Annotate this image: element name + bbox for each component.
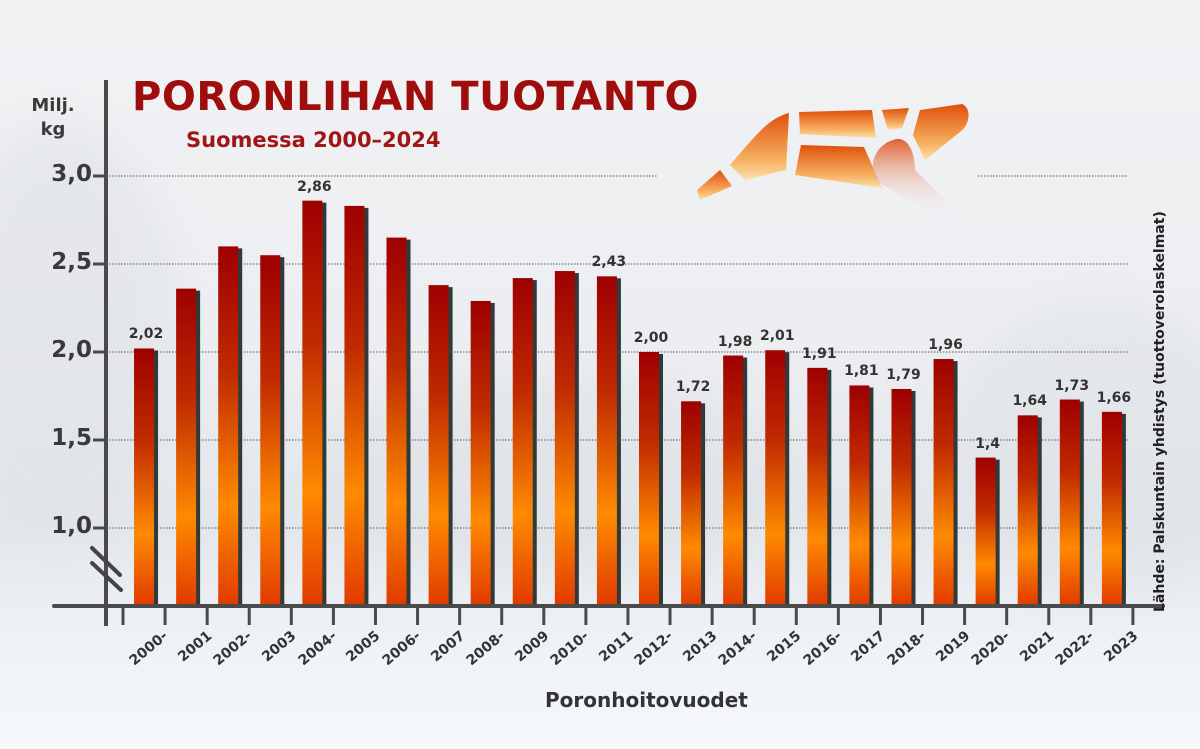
- background-shape: [300, 380, 800, 580]
- chart-subtitle: Suomessa 2000–2024: [186, 128, 441, 152]
- bar-2002-2003: [218, 246, 239, 606]
- bar-2003-2004: [260, 255, 281, 606]
- bar-2012-2013: [639, 352, 659, 606]
- bar-value-label: 1,66: [1096, 389, 1132, 406]
- bar-value-label: 1,96: [928, 337, 963, 354]
- bar-value-label: 1,81: [844, 363, 879, 380]
- bars: [134, 200, 1126, 607]
- bar-value-label: 2,86: [297, 178, 332, 195]
- bar-2005-2006: [344, 205, 365, 607]
- bar-2016-2017: [807, 367, 828, 606]
- axis-break-mark: [90, 561, 123, 592]
- y-unit-line2: kg: [40, 119, 66, 140]
- bar-2000-2001: [134, 348, 155, 606]
- bar-2017-2018: [849, 385, 870, 606]
- y-tick-label: 1,5: [51, 425, 92, 451]
- chart-title: PORONLIHAN TUOTANTO: [132, 74, 699, 120]
- y-tick-label: 2,0: [51, 337, 92, 363]
- y-axis-unit-label: Milj. kg: [28, 94, 78, 142]
- bar-2011-2012: [596, 276, 617, 606]
- bar-2021-2022: [1017, 415, 1038, 606]
- y-tick-label: 1,0: [51, 513, 92, 539]
- bar-value-label: 2,43: [591, 254, 627, 271]
- bar-2010-2011: [554, 271, 575, 606]
- bar-2006-2007: [386, 237, 407, 606]
- bar-2019-2020: [933, 359, 954, 606]
- bar-2022-2023: [1059, 399, 1080, 606]
- bar-2007-2008: [428, 285, 449, 606]
- bar-value-label: 1,72: [675, 379, 711, 396]
- bar-2014-2015: [723, 355, 744, 606]
- bar-value-label: 1,79: [886, 366, 921, 383]
- bar-value-label: 1,73: [1054, 377, 1090, 394]
- bar-2004-2005: [302, 200, 323, 606]
- bar-2018-2019: [891, 388, 912, 606]
- bar-value-label: 1,4: [975, 435, 1001, 452]
- bar-2020-2021: [975, 457, 996, 606]
- bar-value-label: 2,02: [128, 326, 164, 343]
- bar-2015-2016: [765, 350, 786, 606]
- source-note: Lähde: Palskuntain yhdistys (tuottoverol…: [1152, 211, 1168, 612]
- y-tick-label: 2,5: [51, 249, 92, 275]
- y-tick-label: 3,0: [51, 161, 92, 187]
- bar-2001-2002: [176, 288, 197, 606]
- axes: [52, 80, 1165, 626]
- axis-break-mark: [90, 546, 122, 577]
- bar-value-label: 1,91: [802, 345, 837, 362]
- y-unit-line1: Milj.: [31, 95, 75, 116]
- bar-2013-2014: [681, 401, 702, 606]
- x-axis-title: Poronhoitovuodet: [545, 688, 748, 712]
- bar-value-label: 2,01: [759, 328, 795, 345]
- bar-value-label: 2,00: [633, 330, 669, 346]
- bar-2008-2009: [470, 300, 491, 606]
- bar-2009-2010: [512, 278, 533, 606]
- bar-value-label: 1,64: [1012, 393, 1047, 410]
- reindeer-meat-cuts-illustration: [697, 104, 969, 215]
- bar-2023-2024: [1101, 411, 1122, 606]
- bar-value-label: 1,98: [717, 333, 753, 350]
